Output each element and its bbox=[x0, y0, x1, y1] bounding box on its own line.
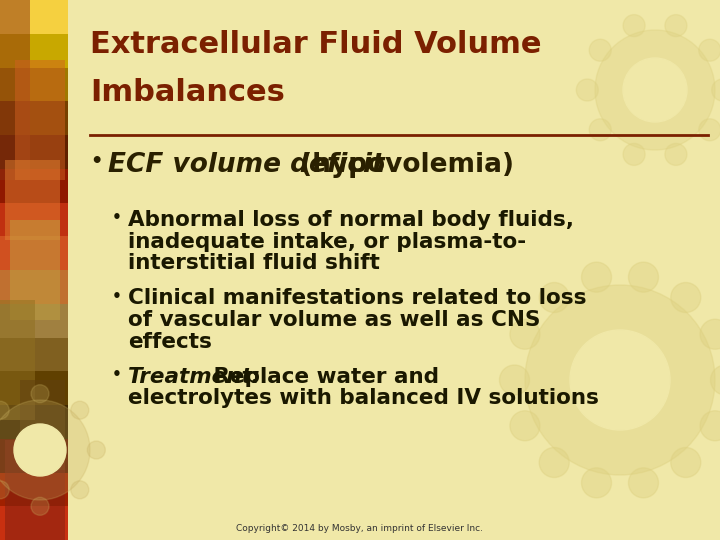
Circle shape bbox=[582, 468, 611, 498]
FancyBboxPatch shape bbox=[0, 405, 68, 438]
Text: electrolytes with balanced IV solutions: electrolytes with balanced IV solutions bbox=[128, 388, 599, 408]
Circle shape bbox=[525, 285, 715, 475]
Circle shape bbox=[623, 58, 687, 122]
Text: effects: effects bbox=[128, 332, 212, 352]
FancyBboxPatch shape bbox=[0, 303, 68, 338]
FancyBboxPatch shape bbox=[0, 507, 68, 540]
Circle shape bbox=[582, 262, 611, 292]
Circle shape bbox=[699, 39, 720, 61]
Text: interstitial fluid shift: interstitial fluid shift bbox=[128, 253, 380, 273]
Text: Extracellular Fluid Volume: Extracellular Fluid Volume bbox=[90, 30, 541, 59]
Circle shape bbox=[671, 448, 701, 477]
Circle shape bbox=[539, 448, 570, 477]
Text: •: • bbox=[112, 367, 122, 382]
Circle shape bbox=[589, 39, 611, 61]
Circle shape bbox=[14, 424, 66, 476]
FancyBboxPatch shape bbox=[0, 102, 68, 135]
Circle shape bbox=[87, 441, 105, 459]
Text: (hypovolemia): (hypovolemia) bbox=[291, 152, 514, 178]
Circle shape bbox=[510, 411, 540, 441]
Circle shape bbox=[31, 497, 49, 515]
Circle shape bbox=[31, 384, 49, 403]
Circle shape bbox=[570, 330, 670, 430]
Text: inadequate intake, or plasma-to-: inadequate intake, or plasma-to- bbox=[128, 232, 526, 252]
Circle shape bbox=[711, 79, 720, 101]
Text: Treatment:: Treatment: bbox=[128, 367, 261, 387]
Circle shape bbox=[699, 119, 720, 141]
Circle shape bbox=[629, 468, 659, 498]
Circle shape bbox=[595, 30, 715, 150]
Circle shape bbox=[711, 365, 720, 395]
FancyBboxPatch shape bbox=[0, 135, 68, 168]
Circle shape bbox=[623, 15, 645, 37]
Circle shape bbox=[665, 144, 687, 165]
FancyBboxPatch shape bbox=[0, 270, 68, 303]
FancyBboxPatch shape bbox=[0, 338, 68, 372]
FancyBboxPatch shape bbox=[0, 237, 68, 270]
Circle shape bbox=[665, 15, 687, 37]
Circle shape bbox=[0, 481, 9, 499]
FancyBboxPatch shape bbox=[0, 0, 68, 33]
Circle shape bbox=[700, 411, 720, 441]
Circle shape bbox=[671, 282, 701, 313]
Text: •: • bbox=[90, 152, 102, 171]
FancyBboxPatch shape bbox=[5, 440, 65, 540]
Circle shape bbox=[71, 481, 89, 499]
Text: Replace water and: Replace water and bbox=[206, 367, 439, 387]
Text: of vascular volume as well as CNS: of vascular volume as well as CNS bbox=[128, 310, 541, 330]
FancyBboxPatch shape bbox=[0, 300, 35, 420]
Circle shape bbox=[0, 400, 90, 500]
Text: •: • bbox=[112, 288, 122, 303]
Circle shape bbox=[510, 319, 540, 349]
FancyBboxPatch shape bbox=[15, 60, 65, 180]
Circle shape bbox=[623, 144, 645, 165]
Circle shape bbox=[700, 319, 720, 349]
FancyBboxPatch shape bbox=[20, 380, 65, 470]
Circle shape bbox=[539, 282, 570, 313]
Circle shape bbox=[500, 365, 529, 395]
Text: Imbalances: Imbalances bbox=[90, 78, 285, 107]
Text: Abnormal loss of normal body fluids,: Abnormal loss of normal body fluids, bbox=[128, 210, 574, 230]
Text: •: • bbox=[112, 210, 122, 225]
Circle shape bbox=[71, 401, 89, 419]
Circle shape bbox=[589, 119, 611, 141]
FancyBboxPatch shape bbox=[0, 68, 68, 102]
FancyBboxPatch shape bbox=[0, 438, 68, 472]
FancyBboxPatch shape bbox=[0, 33, 68, 68]
Circle shape bbox=[576, 79, 598, 101]
FancyBboxPatch shape bbox=[0, 372, 68, 405]
Text: ECF volume deficit: ECF volume deficit bbox=[108, 152, 384, 178]
Text: Copyright© 2014 by Mosby, an imprint of Elsevier Inc.: Copyright© 2014 by Mosby, an imprint of … bbox=[236, 524, 484, 533]
FancyBboxPatch shape bbox=[0, 168, 68, 202]
Text: Clinical manifestations related to loss: Clinical manifestations related to loss bbox=[128, 288, 587, 308]
FancyBboxPatch shape bbox=[5, 160, 60, 240]
Circle shape bbox=[0, 401, 9, 419]
FancyBboxPatch shape bbox=[0, 0, 30, 180]
Circle shape bbox=[629, 262, 659, 292]
FancyBboxPatch shape bbox=[0, 472, 68, 507]
FancyBboxPatch shape bbox=[10, 220, 60, 320]
FancyBboxPatch shape bbox=[0, 202, 68, 237]
